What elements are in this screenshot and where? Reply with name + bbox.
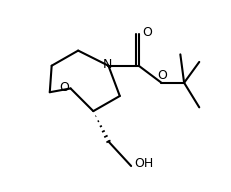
Text: O: O <box>59 81 69 94</box>
Text: O: O <box>142 26 152 39</box>
Text: OH: OH <box>133 157 152 170</box>
Text: N: N <box>102 58 112 71</box>
Text: O: O <box>157 69 167 82</box>
